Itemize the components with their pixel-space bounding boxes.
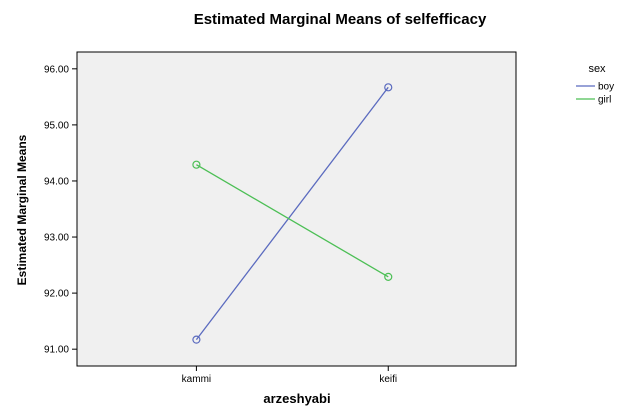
data-point-boy: [192, 335, 201, 344]
x-axis-title: arzeshyabi: [263, 391, 330, 406]
x-tick-label: kammi: [182, 374, 211, 385]
legend-title: sex: [588, 63, 606, 75]
legend-label-boy: boy: [598, 82, 614, 93]
legend-label-girl: girl: [598, 95, 611, 106]
series-group: [192, 83, 393, 344]
y-tick-label: 92.00: [44, 289, 69, 300]
chart-title: Estimated Marginal Means of selfefficacy: [194, 11, 487, 28]
y-tick-label: 96.00: [44, 64, 69, 75]
y-axis: 91.00 92.00 93.00 94.00 95.00 96.00: [44, 64, 77, 356]
data-point-boy: [384, 83, 393, 92]
y-tick-label: 94.00: [44, 176, 69, 187]
y-axis-title: Estimated Marginal Means: [15, 134, 29, 285]
series-line-boy: [195, 86, 389, 341]
x-tick-label: keifi: [379, 374, 397, 385]
y-tick-label: 95.00: [44, 120, 69, 131]
x-axis: kammi keifi: [182, 366, 397, 385]
legend: sex boy girl: [576, 63, 614, 106]
data-point-girl: [192, 160, 201, 169]
y-tick-label: 91.00: [44, 345, 69, 356]
series-line-girl: [196, 164, 389, 278]
data-point-girl: [384, 272, 393, 281]
y-tick-label: 93.00: [44, 233, 69, 244]
